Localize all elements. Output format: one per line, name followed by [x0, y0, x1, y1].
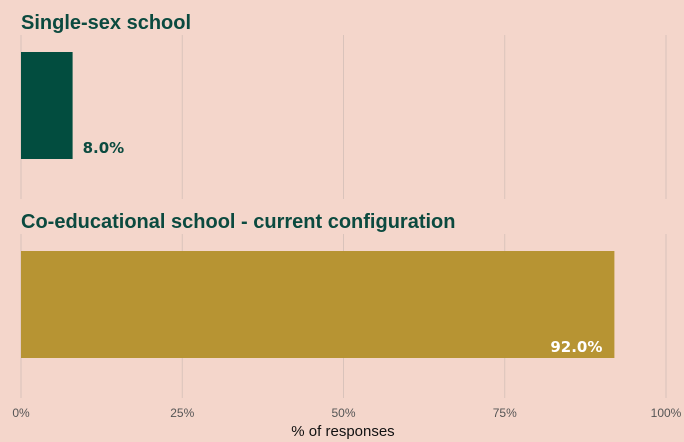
bar — [21, 52, 73, 159]
bar — [21, 251, 615, 358]
category-title: Single-sex school — [21, 12, 191, 34]
x-tick-label: 50% — [331, 406, 355, 420]
x-axis-title: % of responses — [291, 423, 394, 440]
x-tick-label: 100% — [651, 406, 682, 420]
data-label: 8.0% — [83, 139, 125, 157]
bars: Single-sex school 8.0% Co-educational scho… — [21, 12, 615, 358]
x-tick-label: 0% — [12, 406, 30, 420]
x-tick-label: 75% — [493, 406, 517, 420]
x-tick-label: 25% — [170, 406, 194, 420]
x-axis: 0% 25% 50% 75% 100% — [12, 406, 681, 420]
data-label: 92.0% — [550, 338, 602, 356]
category-title: Co-educational school - current configur… — [21, 211, 455, 233]
